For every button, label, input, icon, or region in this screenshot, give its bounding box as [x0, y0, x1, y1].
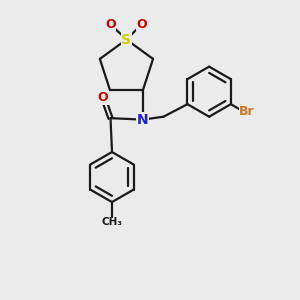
Text: N: N — [137, 112, 149, 127]
Text: O: O — [136, 18, 147, 31]
Text: CH₃: CH₃ — [101, 217, 122, 227]
Text: Br: Br — [239, 105, 255, 118]
Text: O: O — [98, 91, 108, 104]
Text: O: O — [105, 18, 116, 31]
Text: S: S — [122, 33, 131, 46]
